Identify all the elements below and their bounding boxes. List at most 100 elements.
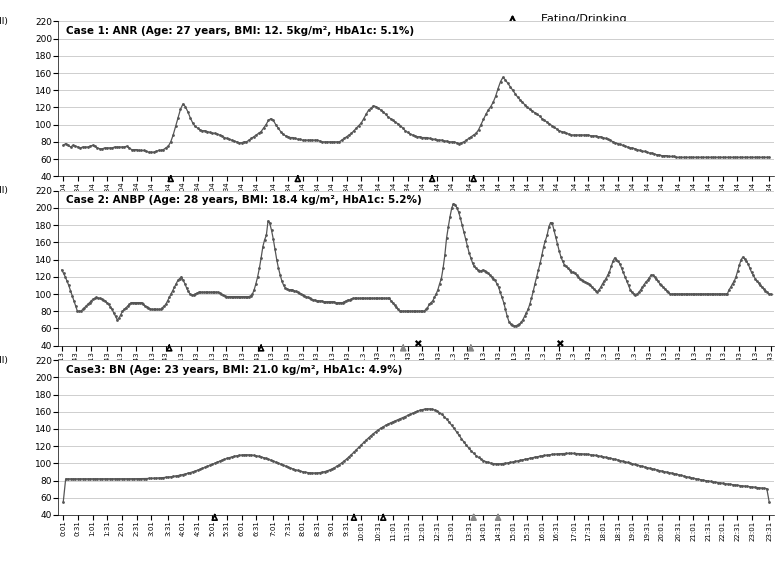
- Point: [267, 116, 279, 125]
- Point: [622, 458, 634, 467]
- Point: [473, 266, 485, 275]
- Point: [579, 277, 591, 287]
- Point: [198, 463, 211, 472]
- Text: ✖: ✖: [506, 49, 519, 64]
- Point: [582, 450, 594, 459]
- Point: [189, 122, 202, 131]
- Point: [99, 474, 111, 483]
- Point: [69, 302, 82, 311]
- Point: [113, 474, 125, 483]
- Point: [538, 451, 551, 460]
- Point: [355, 440, 367, 450]
- Point: [433, 279, 446, 288]
- Point: [494, 459, 506, 468]
- Point: [220, 292, 233, 301]
- Point: [310, 297, 323, 306]
- Point: [364, 294, 377, 303]
- Point: [226, 135, 238, 144]
- Point: [164, 137, 177, 146]
- Point: [423, 134, 436, 143]
- Point: [648, 465, 661, 474]
- Point: [125, 298, 138, 307]
- Point: [277, 461, 289, 470]
- Point: [748, 483, 761, 492]
- Point: [435, 274, 447, 283]
- Point: [525, 294, 538, 303]
- Point: [69, 142, 82, 151]
- Point: [534, 258, 546, 268]
- Point: [408, 131, 421, 140]
- Point: [622, 281, 635, 290]
- Point: [258, 453, 270, 462]
- Point: [593, 285, 605, 294]
- Point: [682, 153, 695, 162]
- Point: [99, 297, 111, 306]
- Point: [68, 297, 80, 306]
- Point: [580, 450, 592, 459]
- Point: [65, 286, 77, 295]
- Point: [229, 292, 241, 301]
- Point: [598, 276, 611, 286]
- Point: [641, 147, 654, 157]
- Point: [247, 132, 260, 142]
- Point: [321, 137, 333, 146]
- Point: [262, 116, 275, 125]
- Point: [118, 305, 131, 314]
- Point: [468, 262, 481, 271]
- Point: [552, 239, 564, 249]
- Point: [605, 135, 617, 144]
- Point: [248, 285, 261, 294]
- Point: [404, 410, 416, 419]
- Point: [161, 297, 173, 306]
- Point: [638, 280, 650, 289]
- Point: [372, 103, 384, 113]
- Point: [206, 460, 219, 469]
- Point: [156, 303, 169, 312]
- Point: [594, 132, 607, 142]
- Point: [538, 116, 551, 125]
- Point: [541, 117, 553, 127]
- Point: [478, 266, 491, 275]
- Point: [174, 470, 187, 480]
- Point: [405, 306, 418, 316]
- Point: [213, 457, 226, 466]
- Point: [120, 303, 132, 312]
- Point: [532, 265, 545, 275]
- Point: [676, 290, 689, 299]
- Point: [499, 305, 512, 314]
- Point: [670, 469, 682, 479]
- Point: [741, 482, 753, 491]
- Point: [710, 290, 723, 299]
- Point: [522, 305, 534, 314]
- Point: [350, 294, 363, 303]
- Point: [661, 468, 673, 477]
- Point: [202, 127, 214, 136]
- Point: [409, 306, 422, 316]
- Point: [529, 279, 541, 288]
- Point: [653, 466, 665, 475]
- Point: [753, 483, 766, 492]
- Point: [555, 127, 568, 136]
- Point: [89, 474, 101, 483]
- Point: [142, 474, 155, 483]
- Point: [436, 410, 448, 419]
- Point: [382, 420, 394, 429]
- Point: [219, 455, 231, 464]
- Point: [399, 306, 412, 316]
- Point: [678, 290, 690, 299]
- Point: [233, 138, 245, 147]
- Point: [312, 297, 324, 306]
- Point: [690, 153, 703, 162]
- Point: [629, 144, 641, 153]
- Point: [492, 459, 504, 468]
- Point: [217, 290, 230, 299]
- Point: [707, 290, 720, 299]
- Point: [255, 452, 268, 461]
- Point: [428, 293, 440, 302]
- Point: [87, 295, 100, 304]
- Point: [69, 474, 82, 483]
- Point: [702, 153, 714, 162]
- Point: [96, 474, 109, 483]
- Point: [343, 452, 356, 461]
- Point: [399, 126, 412, 135]
